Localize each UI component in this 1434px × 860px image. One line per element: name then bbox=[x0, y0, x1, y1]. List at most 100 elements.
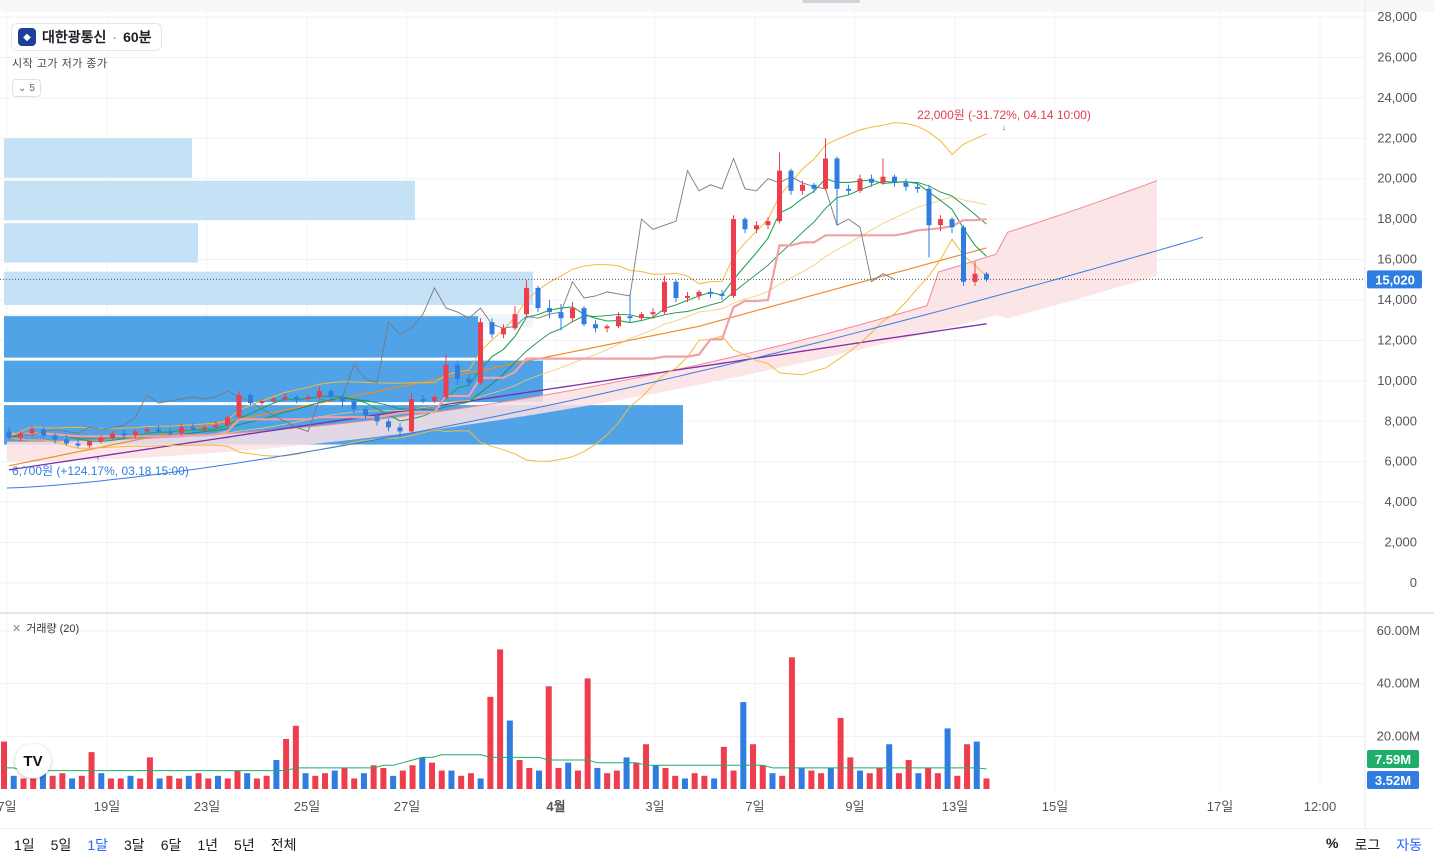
close-icon[interactable]: ✕ bbox=[12, 622, 22, 635]
volume-bar bbox=[720, 746, 727, 789]
candle-body bbox=[133, 431, 138, 436]
volume-bar bbox=[526, 767, 533, 789]
range-5[interactable]: 1년 bbox=[197, 836, 219, 853]
bollinger-lower bbox=[8, 238, 987, 462]
price-tick-label: 0 bbox=[1410, 575, 1417, 590]
candle-body bbox=[52, 435, 58, 440]
volume-bar bbox=[574, 770, 581, 789]
volume-bar bbox=[837, 717, 844, 789]
candle-body bbox=[639, 314, 644, 319]
range-7[interactable]: 전체 bbox=[270, 836, 297, 853]
candle-body bbox=[857, 178, 863, 191]
volume-bar bbox=[740, 702, 747, 789]
volume-bar bbox=[69, 778, 76, 789]
candle-body bbox=[121, 433, 127, 436]
volume-bar bbox=[565, 762, 572, 789]
volume-bar bbox=[477, 778, 484, 789]
candle-body bbox=[478, 322, 483, 383]
candle-body bbox=[984, 273, 989, 280]
time-tick-label: 7일 bbox=[0, 799, 17, 814]
candle-body bbox=[650, 312, 656, 315]
candle-body bbox=[75, 443, 81, 446]
volume-bar bbox=[205, 778, 212, 789]
time-tick-label: 7일 bbox=[745, 799, 764, 814]
candle-body bbox=[271, 399, 276, 402]
candle-body bbox=[167, 431, 173, 434]
bottom-toolbar: 1일 5일 1달 3달 6달 1년 5년 전체 % 로그 자동 bbox=[0, 828, 1434, 860]
volume-bar bbox=[253, 778, 260, 789]
tradingview-logo-icon[interactable]: TV bbox=[15, 744, 51, 778]
volume-bar bbox=[750, 744, 757, 789]
range-1[interactable]: 5일 bbox=[50, 836, 72, 853]
volume-bar bbox=[215, 775, 222, 789]
volume-bar bbox=[701, 775, 708, 789]
volume-ma-label: 7.59M bbox=[1375, 752, 1411, 767]
range-2[interactable]: 1달 bbox=[87, 836, 109, 853]
volume-bar bbox=[730, 770, 737, 789]
lagging-line bbox=[8, 157, 895, 438]
auto-toggle[interactable]: 자동 bbox=[1396, 836, 1422, 853]
range-4[interactable]: 6달 bbox=[160, 836, 182, 853]
candle-body bbox=[305, 397, 311, 400]
price-tick-label: 16,000 bbox=[1377, 252, 1417, 267]
last-price-label: 15,020 bbox=[1375, 272, 1415, 287]
volume-bar bbox=[623, 757, 630, 789]
volume-bar bbox=[964, 744, 971, 789]
candle-body bbox=[363, 409, 368, 416]
price-tick-label: 14,000 bbox=[1377, 292, 1417, 307]
candle-body bbox=[98, 437, 104, 442]
drag-handle[interactable] bbox=[802, 0, 860, 3]
volume-bar bbox=[127, 775, 134, 789]
profile-bar bbox=[4, 180, 415, 221]
candle-body bbox=[294, 397, 299, 400]
candle-body bbox=[386, 421, 391, 428]
candle-body bbox=[685, 295, 690, 298]
candle-body bbox=[317, 390, 322, 398]
volume-bar bbox=[545, 686, 552, 789]
range-6[interactable]: 5년 bbox=[234, 836, 255, 853]
volume-bar bbox=[467, 773, 474, 789]
symbol-title[interactable]: ◆ 대한광통신 · 60분 bbox=[11, 23, 162, 51]
volume-bar bbox=[234, 770, 241, 789]
profile-bar bbox=[4, 316, 478, 358]
candle-body bbox=[225, 417, 230, 426]
symbol-name: 대한광통신 bbox=[42, 29, 107, 45]
indicator-collapse-button[interactable]: ⌄ 5 bbox=[12, 79, 41, 97]
volume-bar bbox=[156, 778, 163, 789]
candle-body bbox=[328, 390, 334, 398]
candle-body bbox=[581, 308, 587, 325]
volume-bar bbox=[555, 767, 562, 789]
log-toggle[interactable]: 로그 bbox=[1354, 836, 1381, 853]
baseline-line bbox=[8, 218, 987, 438]
volume-bar bbox=[487, 696, 494, 789]
candle-body bbox=[616, 316, 621, 327]
volume-bar bbox=[934, 773, 941, 789]
time-tick-label: 27일 bbox=[394, 799, 420, 814]
candle-body bbox=[696, 291, 702, 296]
percent-toggle[interactable]: % bbox=[1326, 834, 1339, 851]
candle-body bbox=[41, 429, 46, 436]
candle-body bbox=[719, 293, 725, 296]
candle-body bbox=[18, 433, 23, 438]
candle-body bbox=[938, 219, 943, 226]
volume-bar bbox=[808, 770, 815, 789]
candle-body bbox=[926, 188, 932, 226]
chart-labels: 22,000원 (-31.72%, 04.14 10:00)↓ 6,700원 (+… bbox=[12, 108, 1091, 478]
candle-body bbox=[604, 326, 610, 329]
volume-bar bbox=[448, 770, 455, 789]
range-0[interactable]: 1일 bbox=[14, 836, 35, 853]
volume-bar bbox=[322, 773, 329, 789]
candle-body bbox=[627, 316, 633, 319]
candle-body bbox=[558, 312, 564, 319]
candles bbox=[6, 138, 989, 448]
volume-legend-label: 거래량 (20) bbox=[26, 623, 80, 635]
volume-bar bbox=[390, 775, 397, 789]
volume-bars bbox=[1, 649, 990, 789]
candle-body bbox=[144, 429, 150, 432]
range-3[interactable]: 3달 bbox=[124, 836, 145, 853]
volume-bar bbox=[886, 744, 893, 789]
volume-bar bbox=[49, 775, 56, 789]
volume-bar bbox=[506, 720, 513, 789]
candle-body bbox=[524, 287, 529, 315]
